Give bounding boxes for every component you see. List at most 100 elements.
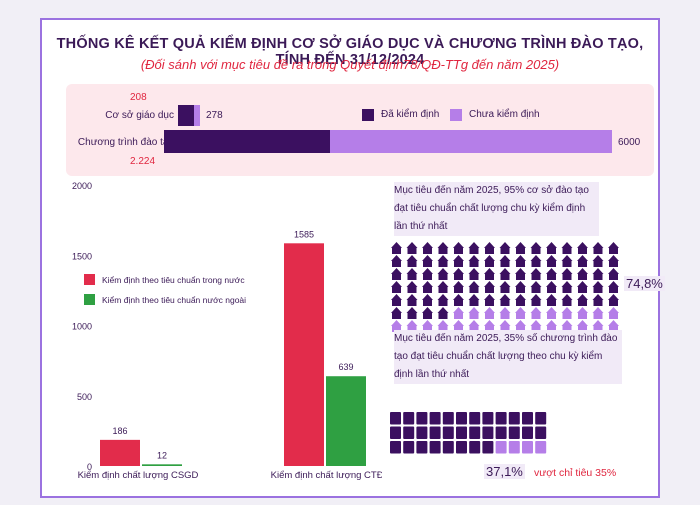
x-category-label: Kiểm định chất lượng CSGD (78, 470, 199, 481)
house-icon (484, 320, 495, 332)
house-icon (468, 294, 480, 306)
house-icon (499, 242, 511, 254)
house-icon (546, 281, 557, 293)
house-icon (515, 242, 526, 254)
infographic-frame: THỐNG KÊ KẾT QUẢ KIỂM ĐỊNH CƠ SỞ GIÁO DỤ… (40, 18, 665, 498)
house-icon (437, 281, 449, 293)
book-icon (469, 426, 481, 439)
book-icon (429, 412, 441, 425)
summary-panel: 208 Cơ sở giáo dục 278 Đã kiểm định Chưa… (66, 84, 654, 176)
book-icon (535, 441, 547, 454)
house-icon (468, 268, 480, 280)
house-icon (406, 281, 418, 293)
house-icon (406, 242, 418, 254)
book-icon (456, 412, 467, 425)
house-icon (422, 294, 433, 306)
book-icon (390, 441, 401, 454)
house-icon (406, 320, 418, 332)
house-icon (453, 255, 464, 267)
x-category-label: Kiểm định chất lượng CTĐT (271, 470, 382, 481)
csgd-bar (178, 105, 200, 126)
house-icon (530, 242, 542, 254)
house-icon (453, 294, 464, 306)
house-icon (453, 242, 464, 254)
house-icon (515, 294, 526, 306)
house-icon (577, 294, 588, 306)
y-tick-label: 1500 (72, 251, 92, 261)
house-icon (406, 294, 418, 306)
book-icon (403, 426, 415, 439)
house-icon (561, 320, 573, 332)
house-icon (499, 281, 511, 293)
house-icon (391, 268, 402, 280)
house-icon (499, 268, 511, 280)
book-icon (416, 441, 428, 454)
book-icon (429, 441, 441, 454)
house-icon (608, 320, 619, 332)
house-icon (592, 268, 604, 280)
house-icon (561, 242, 573, 254)
house-icon (437, 255, 449, 267)
house-icon (453, 320, 464, 332)
house-icon (608, 242, 619, 254)
house-icon (546, 268, 557, 280)
ctdt-bar (164, 130, 612, 153)
goal2-text: Mục tiêu đến năm 2025, 35% số chương trì… (394, 330, 622, 384)
book-icon (442, 426, 454, 439)
house-icon (453, 281, 464, 293)
house-icon (592, 255, 604, 267)
house-icon (561, 255, 573, 267)
house-icon (499, 255, 511, 267)
house-icon (468, 255, 480, 267)
house-pictogram (391, 242, 619, 332)
book-icon (522, 426, 533, 439)
house-icon (484, 294, 495, 306)
house-icon (577, 307, 588, 319)
house-icon (608, 255, 619, 267)
house-icon (391, 281, 402, 293)
house-icon (608, 307, 619, 319)
book-icon (522, 441, 533, 454)
house-icon (422, 320, 433, 332)
house-icon (577, 320, 588, 332)
book-icon (495, 412, 507, 425)
bar-domestic (100, 439, 140, 466)
house-icon (437, 320, 449, 332)
legend-label: Kiểm định theo tiêu chuẩn nước ngoài (102, 295, 246, 305)
book-icon (442, 412, 454, 425)
house-icon (437, 242, 449, 254)
house-icon (530, 281, 542, 293)
legend-accredited-swatch (362, 109, 374, 121)
book-icon (469, 441, 481, 454)
house-icon (437, 294, 449, 306)
house-icon (484, 307, 495, 319)
legend-swatch (84, 294, 95, 305)
csgd-total-value: 278 (206, 110, 223, 121)
house-icon (592, 281, 604, 293)
page-title: THỐNG KÊ KẾT QUẢ KIỂM ĐỊNH CƠ SỞ GIÁO DỤ… (56, 36, 644, 68)
house-icon (422, 281, 433, 293)
goal1-percent: 74,8% (624, 276, 665, 291)
house-icon (608, 294, 619, 306)
book-icon (508, 441, 520, 454)
book-icon (495, 441, 507, 454)
bar-domestic (284, 243, 324, 466)
house-icon (437, 307, 449, 319)
ctdt-total-value: 6000 (618, 137, 641, 148)
legend-not-accredited-swatch (450, 109, 462, 121)
book-icon (456, 441, 467, 454)
book-icon (482, 441, 494, 454)
csgd-accredited-segment (178, 105, 195, 126)
house-icon (437, 268, 449, 280)
book-icon (482, 426, 494, 439)
house-icon (530, 320, 542, 332)
y-tick-label: 0 (87, 462, 92, 472)
house-icon (515, 320, 526, 332)
house-icon (546, 242, 557, 254)
csgd-not-accredited-segment (194, 105, 200, 126)
bar-value-label: 639 (338, 362, 353, 372)
book-icon (522, 412, 533, 425)
house-icon (422, 268, 433, 280)
book-icon (535, 412, 547, 425)
house-icon (406, 255, 418, 267)
